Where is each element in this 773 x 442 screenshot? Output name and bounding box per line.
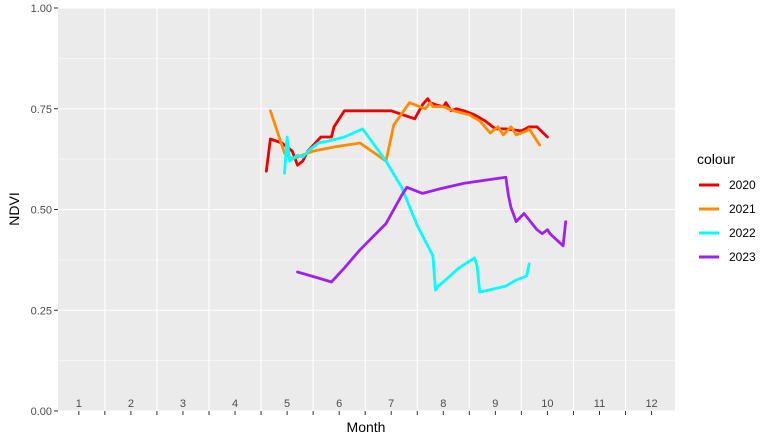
x-tick-label: 6: [336, 398, 342, 410]
y-tick-label: 1.00: [31, 3, 52, 15]
x-tick-label: 4: [232, 398, 238, 410]
x-tick-label: 1: [76, 398, 82, 410]
grid-lines: [58, 7, 675, 412]
x-tick-label: 8: [440, 398, 446, 410]
series-line-2023: [296, 175, 568, 284]
legend-title: colour: [697, 151, 735, 167]
x-tick-label: 11: [594, 398, 605, 410]
series-line-2022: [283, 127, 531, 294]
y-tick-label: 0.25: [31, 305, 52, 317]
x-tick-label: 2: [128, 398, 134, 410]
x-tick-label: 3: [180, 398, 186, 410]
x-tick-label: 7: [388, 398, 394, 410]
x-tick-label: 5: [284, 398, 290, 410]
y-tick-label: 0.50: [31, 205, 52, 217]
axes: 0.000.250.500.751.001 2 3 4 5 6 7 8 9 10 11 12: [31, 3, 658, 418]
y-tick-label: 0.00: [31, 406, 52, 418]
y-axis-title: NDVI: [6, 192, 22, 225]
x-tick-label: 9: [492, 398, 498, 410]
legend-label-2022: 2022: [729, 226, 756, 240]
x-tick-label: 10: [541, 398, 553, 410]
y-tick-label: 0.75: [31, 104, 52, 116]
x-tick-label: 12: [645, 398, 657, 410]
legend-label-2020: 2020: [729, 178, 756, 192]
legend-label-2023: 2023: [729, 250, 756, 264]
x-axis-title: Month: [347, 419, 386, 435]
series-lines: [264, 97, 568, 294]
legend-label-2021: 2021: [729, 202, 756, 216]
legend: colour 2020 2021 2022 2023: [697, 151, 756, 264]
series-line-2021: [268, 101, 541, 163]
